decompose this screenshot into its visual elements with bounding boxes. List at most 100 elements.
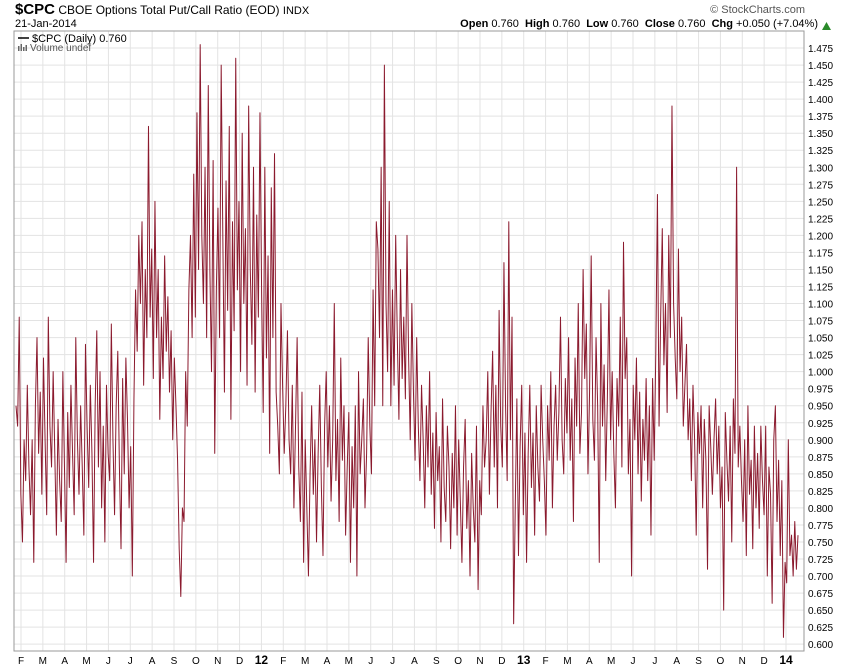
y-axis-ticks: 0.600 0.625 0.650 0.675 0.700 0.725 0.750 0.775… [808, 44, 833, 651]
y-tick-label: 0.875 [808, 453, 833, 464]
x-tick-label: O [192, 656, 200, 667]
x-tick-label: D [761, 656, 768, 667]
x-tick-label: O [717, 656, 725, 667]
open-label: Open [460, 18, 489, 30]
x-tick-label: F [280, 656, 286, 667]
x-tick-label: 14 [779, 653, 793, 667]
legend-volume-label: Volume undef [30, 43, 91, 54]
y-tick-label: 1.200 [808, 231, 833, 242]
y-tick-label: 1.125 [808, 282, 833, 293]
y-tick-label: 0.850 [808, 470, 833, 481]
y-tick-label: 1.050 [808, 334, 833, 345]
x-tick-label: J [128, 656, 133, 667]
y-tick-label: 0.825 [808, 487, 833, 498]
close-label: Close [644, 18, 675, 30]
y-tick-label: 0.700 [808, 572, 833, 583]
x-tick-label: D [236, 656, 243, 667]
x-tick-label: S [695, 656, 702, 667]
y-tick-label: 0.925 [808, 419, 833, 430]
y-tick-label: 0.675 [808, 589, 833, 600]
copyright: © StockCharts.com [710, 4, 805, 16]
x-tick-label: A [324, 656, 331, 667]
y-tick-label: 1.250 [808, 197, 833, 208]
x-tick-label: F [18, 656, 24, 667]
chart-title: $CPC CBOE Options Total Put/Call Ratio (… [15, 1, 310, 18]
x-tick-label: A [411, 656, 418, 667]
y-tick-label: 0.625 [808, 623, 833, 634]
y-tick-label: 1.450 [808, 61, 833, 72]
x-tick-label: A [149, 656, 156, 667]
x-tick-label: S [171, 656, 178, 667]
x-tick-label: J [652, 656, 657, 667]
y-tick-label: 1.275 [808, 180, 833, 191]
y-tick-label: 1.100 [808, 300, 833, 311]
y-tick-label: 1.175 [808, 248, 833, 259]
x-tick-label: J [106, 656, 111, 667]
x-tick-label: A [61, 656, 68, 667]
x-tick-label: A [673, 656, 680, 667]
volume-bars-icon [18, 44, 27, 51]
chg-label: Chg [711, 18, 733, 30]
chart-grid [14, 31, 804, 651]
y-tick-label: 0.900 [808, 436, 833, 447]
y-tick-label: 1.150 [808, 265, 833, 276]
x-tick-label: J [390, 656, 395, 667]
x-tick-label: N [214, 656, 221, 667]
y-tick-label: 1.075 [808, 317, 833, 328]
y-tick-label: 0.800 [808, 504, 833, 515]
legend: $CPC (Daily) 0.760 Volume undef [18, 33, 127, 54]
high-value: 0.760 [552, 18, 581, 30]
x-tick-label: M [345, 656, 353, 667]
chg-value: +0.050 (+7.04%) [736, 18, 818, 30]
series-line-cpc [15, 44, 799, 638]
y-tick-label: 1.025 [808, 351, 833, 362]
x-axis-ticks: F M A M J J A S O N D 12 F M A M J J A S O N D 13 F M A M J J A S O N D 14 [18, 653, 793, 667]
chart-date: 21-Jan-2014 [15, 18, 77, 30]
low-label: Low [586, 18, 609, 30]
y-tick-label: 0.600 [808, 640, 833, 651]
y-tick-label: 1.375 [808, 112, 833, 123]
ohlc-bar: Open 0.760 High 0.760 Low 0.760 Close 0.… [460, 17, 818, 31]
x-tick-label: N [476, 656, 483, 667]
y-tick-label: 1.400 [808, 95, 833, 106]
y-tick-label: 1.225 [808, 214, 833, 225]
y-tick-label: 0.650 [808, 606, 833, 617]
y-tick-label: 1.475 [808, 44, 833, 55]
y-tick-label: 1.325 [808, 146, 833, 157]
y-tick-label: 1.425 [808, 78, 833, 89]
title-text: CBOE Options Total Put/Call Ratio (EOD) [58, 3, 280, 17]
y-tick-label: 0.950 [808, 402, 833, 413]
symbol: $CPC [15, 1, 56, 18]
open-value: 0.760 [491, 18, 519, 30]
y-tick-label: 0.975 [808, 385, 833, 396]
plot-border [13, 30, 805, 652]
x-tick-label: M [607, 656, 615, 667]
x-tick-label: 13 [517, 653, 531, 667]
x-tick-label: M [301, 656, 309, 667]
close-value: 0.760 [677, 18, 706, 30]
low-value: 0.760 [611, 18, 639, 30]
x-tick-label: D [498, 656, 505, 667]
x-tick-label: F [543, 656, 549, 667]
x-tick-label: S [433, 656, 440, 667]
y-tick-label: 1.350 [808, 129, 833, 140]
x-tick-label: J [368, 656, 373, 667]
x-tick-label: A [586, 656, 593, 667]
x-tick-label: 12 [255, 653, 269, 667]
up-arrow-icon [822, 19, 831, 33]
high-label: High [525, 18, 550, 30]
y-tick-label: 0.750 [808, 538, 833, 549]
y-tick-label: 1.000 [808, 368, 833, 379]
x-tick-label: O [454, 656, 462, 667]
y-tick-label: 0.775 [808, 521, 833, 532]
x-tick-label: N [739, 656, 746, 667]
y-tick-label: 1.300 [808, 163, 833, 174]
y-tick-label: 0.725 [808, 555, 833, 566]
exchange: INDX [282, 5, 310, 17]
x-tick-label: M [82, 656, 90, 667]
legend-series-label: $CPC (Daily) 0.760 [32, 33, 127, 45]
x-tick-label: M [563, 656, 571, 667]
x-tick-label: M [39, 656, 47, 667]
x-tick-label: J [631, 656, 636, 667]
